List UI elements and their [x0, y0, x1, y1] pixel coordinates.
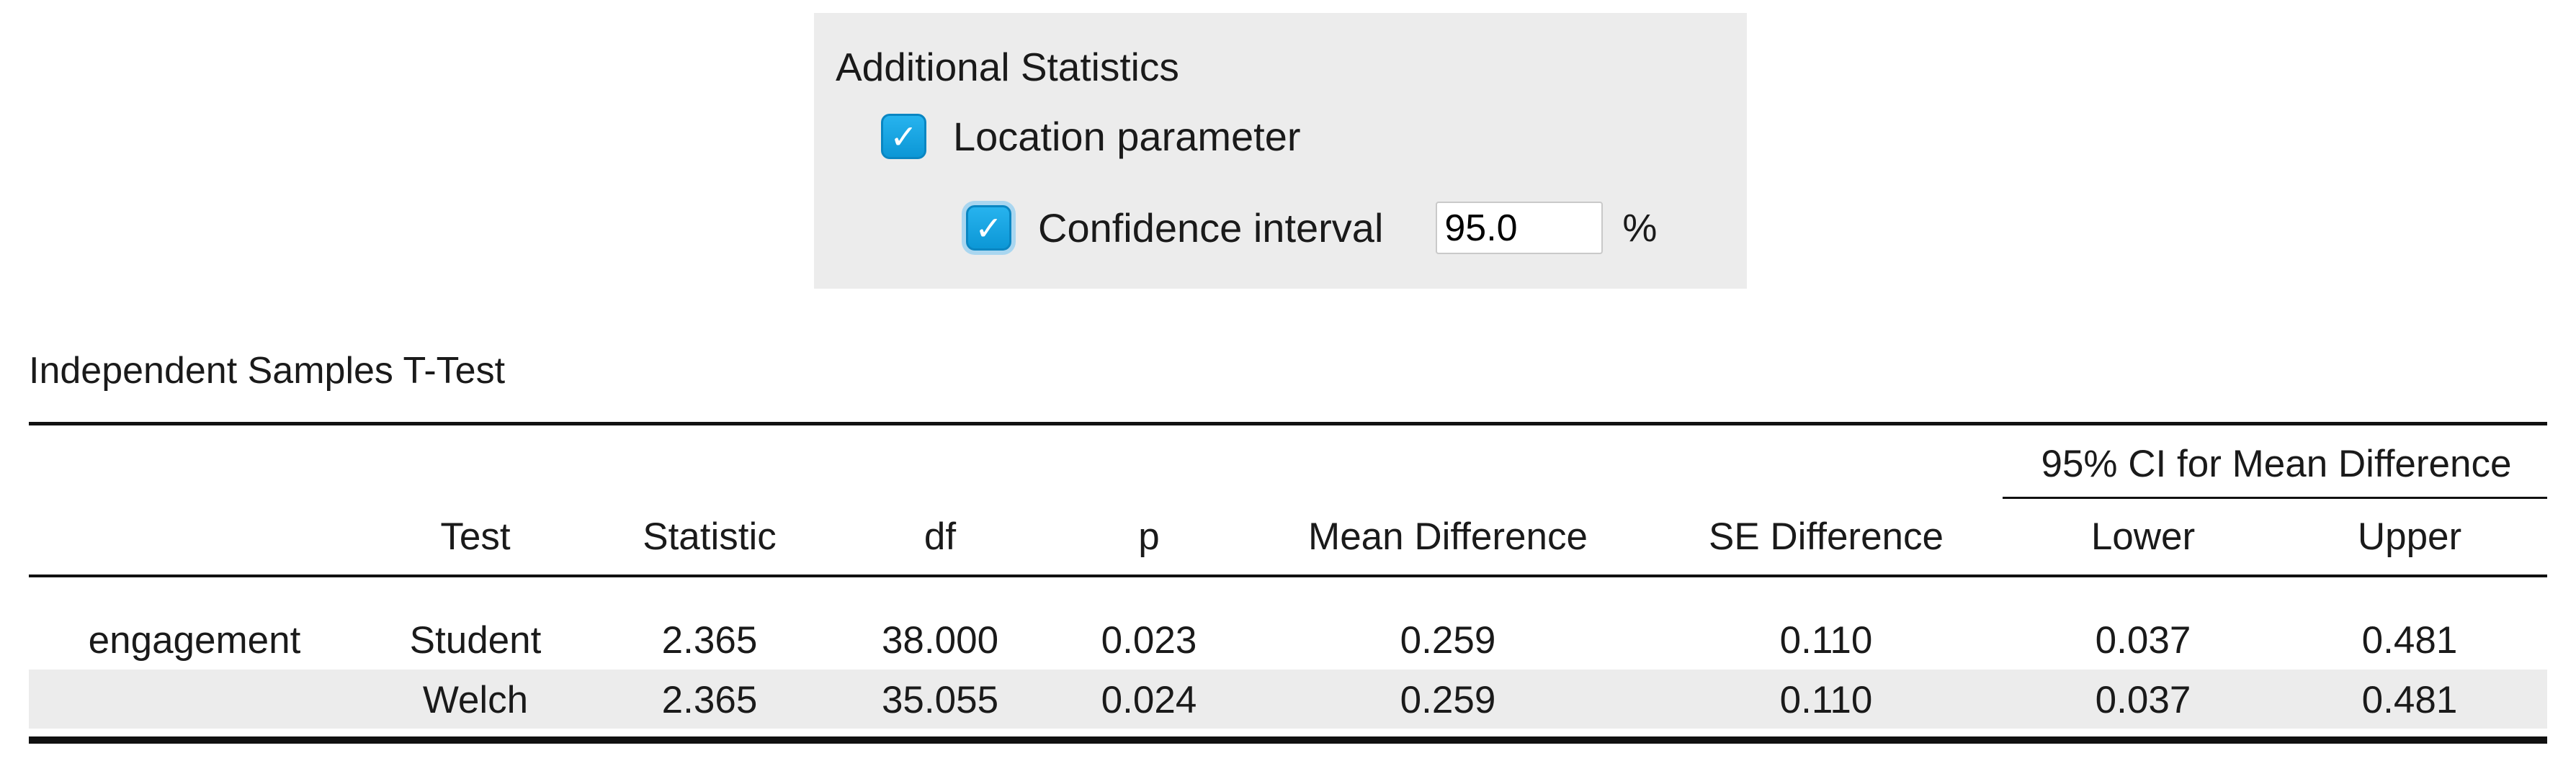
- table-cell: 0.481: [2361, 679, 2458, 721]
- location-parameter-checkbox[interactable]: ✓: [881, 114, 926, 159]
- column-header-p: p: [1138, 515, 1160, 558]
- table-cell: 0.037: [2095, 619, 2191, 662]
- location-parameter-option[interactable]: ✓ Location parameter: [881, 114, 1301, 159]
- table-cell: 35.055: [881, 679, 999, 721]
- checkmark-icon: ✓: [890, 117, 918, 156]
- table-cell: 0.037: [2095, 679, 2191, 721]
- table-title: Independent Samples T-Test: [29, 350, 506, 392]
- confidence-interval-option[interactable]: ✓ Confidence interval %: [966, 202, 1657, 254]
- confidence-interval-input[interactable]: [1436, 202, 1604, 254]
- column-header-statistic: Statistic: [643, 515, 777, 558]
- table-cell: 0.023: [1101, 619, 1197, 662]
- table-cell: 0.110: [1779, 619, 1873, 662]
- column-header-se-difference: SE Difference: [1708, 515, 1944, 558]
- table-cell: 38.000: [881, 619, 999, 662]
- table-cell: 0.259: [1400, 679, 1496, 721]
- table-cell: Welch: [422, 679, 529, 721]
- table-top-rule: [29, 422, 2547, 425]
- column-header-mean-difference: Mean Difference: [1308, 515, 1588, 558]
- table-cell: 0.481: [2361, 619, 2458, 662]
- table-row-stripe: [29, 670, 2547, 729]
- ci-group-header: 95% CI for Mean Difference: [2041, 443, 2512, 485]
- table-cell: 0.110: [1779, 679, 1873, 721]
- column-header-df: df: [923, 515, 957, 558]
- row-variable-name: engagement: [88, 619, 301, 662]
- panel-title: Additional Statistics: [836, 45, 1179, 89]
- column-header-upper: Upper: [2357, 515, 2462, 558]
- table-bottom-rule: [29, 736, 2547, 744]
- table-cell: 0.259: [1400, 619, 1496, 662]
- location-parameter-label[interactable]: Location parameter: [953, 113, 1301, 159]
- ci-group-rule: [2003, 497, 2547, 499]
- table-header-rule: [29, 574, 2547, 577]
- table-cell: 0.024: [1101, 679, 1197, 721]
- percent-unit-label: %: [1622, 206, 1658, 250]
- column-header-test: Test: [440, 515, 511, 558]
- table-cell: 2.365: [661, 679, 758, 721]
- confidence-interval-label[interactable]: Confidence interval: [1038, 204, 1384, 251]
- table-cell: 2.365: [661, 619, 758, 662]
- table-cell: Student: [409, 619, 542, 662]
- column-header-lower: Lower: [2090, 515, 2196, 558]
- additional-statistics-panel: Additional Statistics ✓ Location paramet…: [814, 13, 1747, 289]
- checkmark-icon: ✓: [975, 209, 1003, 247]
- confidence-interval-checkbox[interactable]: ✓: [966, 205, 1011, 251]
